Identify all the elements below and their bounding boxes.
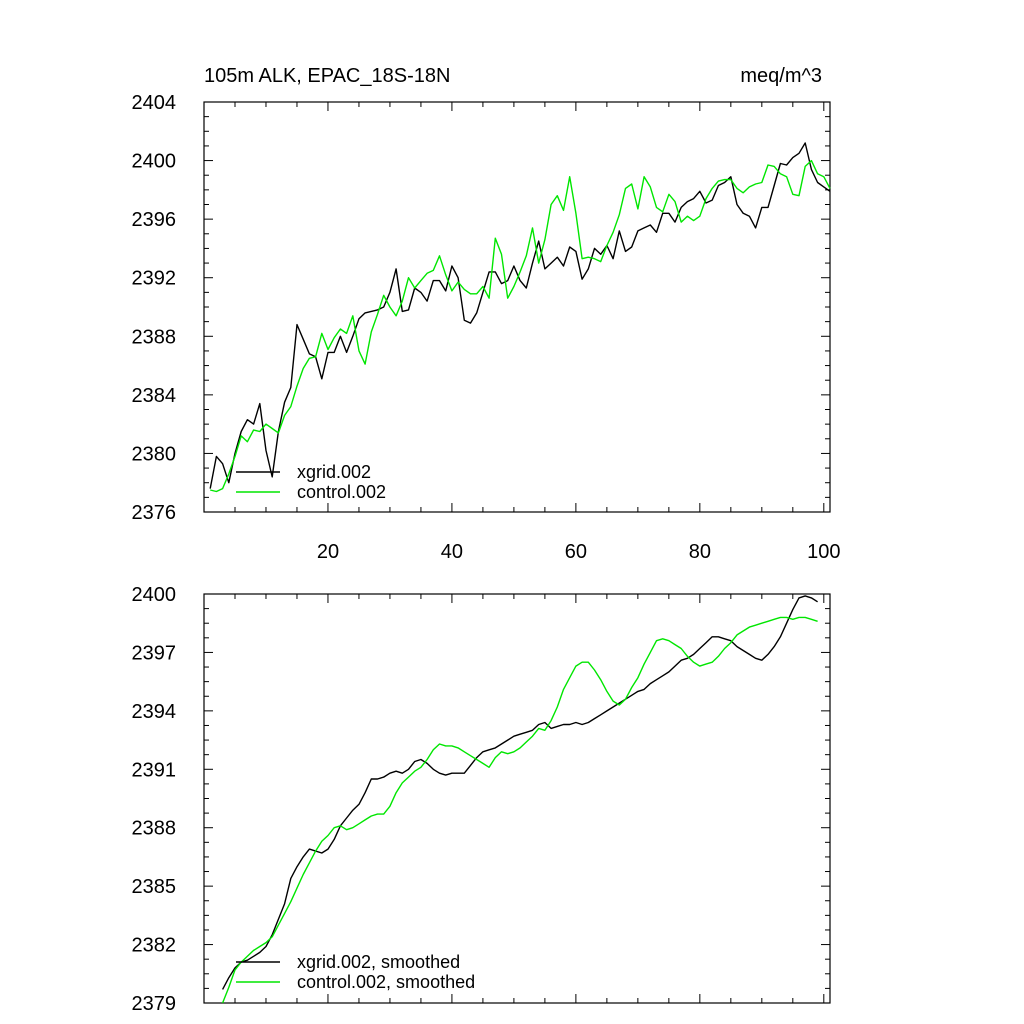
y-tick-label: 2379: [132, 993, 177, 1015]
bottom-panel: 2379 2382 2385 2388 2391 2394 2397 2400 xgrid.00…: [132, 584, 831, 1015]
x-tick-label: 20: [317, 541, 339, 563]
legend-label: control.002, smoothed: [297, 972, 475, 992]
y-tick-label: 2391: [132, 759, 177, 781]
y-tick-label: 2400: [132, 151, 177, 173]
x-tick-label: 40: [441, 541, 463, 563]
y-tick-label: 2400: [132, 584, 177, 606]
x-tick-label: 100: [807, 541, 840, 563]
series-line-xgrid: [221, 595, 818, 990]
y-tick-label: 2382: [132, 935, 177, 957]
series-line-control: [210, 159, 831, 493]
y-tick-label: 2394: [132, 701, 177, 723]
y-tick-label: 2385: [132, 876, 177, 898]
top-panel: 2376 2380 2384 2388 2392 2396 2400 2404 20 40 60 80…: [132, 92, 841, 563]
legend-label: xgrid.002: [297, 462, 371, 482]
chart-units: meq/m^3: [740, 65, 822, 87]
series-line-xgrid: [209, 142, 831, 489]
y-tick-label: 2380: [132, 443, 177, 465]
y-tick-label: 2388: [132, 326, 177, 348]
legend-label: xgrid.002, smoothed: [297, 952, 460, 972]
legend-label: control.002: [297, 482, 386, 502]
y-tick-label: 2396: [132, 209, 177, 231]
y-tick-label: 2384: [132, 385, 177, 407]
y-tick-label: 2404: [132, 92, 177, 114]
y-tick-label: 2376: [132, 502, 177, 524]
y-tick-label: 2392: [132, 268, 177, 290]
x-tick-label: 60: [565, 541, 587, 563]
y-tick-label: 2388: [132, 818, 177, 840]
x-tick-label: 80: [689, 541, 711, 563]
chart-title: 105m ALK, EPAC_18S-18N: [204, 65, 450, 87]
y-tick-label: 2397: [132, 642, 177, 664]
series-line-control: [221, 616, 818, 1004]
